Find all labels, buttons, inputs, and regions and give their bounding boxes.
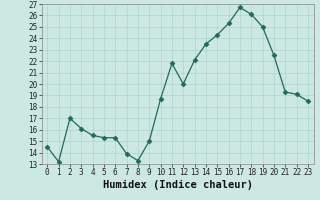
X-axis label: Humidex (Indice chaleur): Humidex (Indice chaleur) — [103, 180, 252, 190]
